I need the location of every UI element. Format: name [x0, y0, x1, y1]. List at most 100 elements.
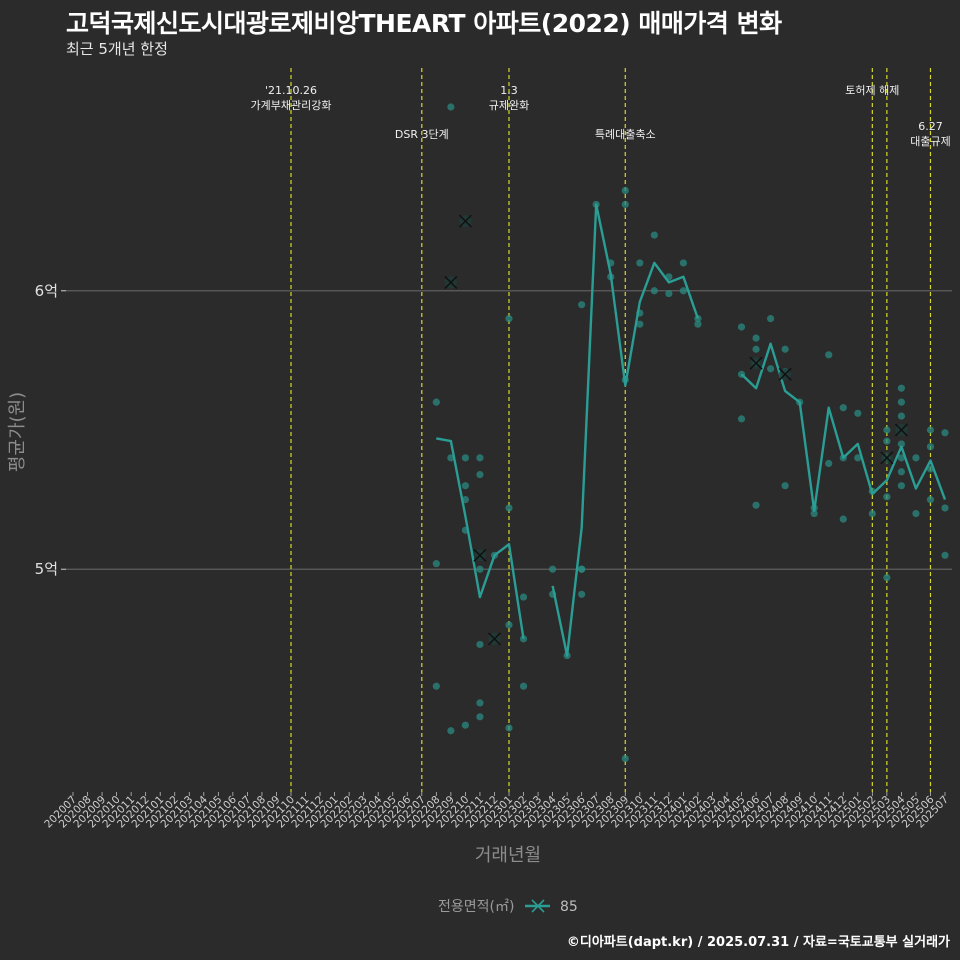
transaction-point — [767, 365, 775, 373]
cross-marker — [749, 356, 763, 370]
transaction-point — [621, 186, 629, 195]
legend-entry-85: 85 — [560, 899, 578, 915]
transaction-point — [883, 437, 891, 445]
average-price-line — [436, 203, 947, 657]
page-title: 고덕국제신도시대광로제비앙THEART 아파트(2022) 매매가격 변화 — [66, 9, 782, 38]
transaction-point — [461, 454, 469, 462]
transaction-point — [854, 454, 862, 462]
transaction-point — [781, 482, 789, 490]
transaction-point — [578, 565, 586, 573]
transaction-point — [897, 384, 906, 392]
transaction-point — [897, 454, 906, 462]
transaction-point — [621, 754, 629, 763]
legend-cross-icon — [531, 899, 545, 913]
transaction-point — [578, 590, 586, 598]
transaction-point — [839, 404, 847, 412]
transaction-point — [679, 259, 688, 267]
legend-title: 전용면적(㎡) — [438, 899, 514, 915]
transaction-point — [752, 334, 760, 342]
cross-marker-stroke — [458, 214, 472, 228]
transaction-point — [519, 682, 528, 690]
transaction-point — [447, 103, 455, 111]
source-caption: ©디아파트(dapt.kr) / 2025.07.31 / 자료=국토교통부 실… — [566, 935, 950, 950]
cross-marker-stroke — [487, 632, 501, 646]
event-label: 규제완화 — [489, 99, 529, 112]
transaction-point — [897, 440, 906, 448]
cross-marker — [458, 214, 472, 228]
cross-marker — [880, 451, 894, 465]
transaction-point — [767, 315, 775, 323]
cross-marker — [894, 423, 908, 437]
transaction-point — [636, 320, 644, 328]
transaction-point — [752, 345, 760, 353]
transaction-point — [897, 468, 906, 476]
transaction-point — [941, 551, 949, 559]
page-subtitle: 최근 5개년 한정 — [66, 40, 168, 58]
x-axis-title: 거래년월 — [475, 845, 541, 866]
y-axis-title: 평균가(원) — [7, 392, 28, 472]
transaction-point — [883, 573, 891, 582]
transaction-point — [737, 415, 746, 423]
transaction-point — [519, 635, 528, 643]
transaction-point — [868, 509, 876, 518]
transaction-point — [432, 682, 440, 690]
transaction-point — [897, 398, 906, 406]
cross-marker — [473, 548, 487, 562]
event-label: 특례대출축소 — [595, 128, 656, 141]
transaction-point — [505, 504, 513, 512]
transaction-point — [505, 621, 513, 629]
transaction-point — [912, 454, 920, 462]
cross-markers — [444, 214, 908, 646]
transaction-point — [926, 443, 935, 451]
transaction-point — [650, 287, 658, 295]
transaction-point — [941, 429, 949, 437]
transaction-point — [941, 504, 949, 512]
transaction-point — [650, 231, 658, 239]
series-line-85 — [551, 203, 700, 657]
transaction-point — [825, 351, 833, 359]
transaction-point — [883, 426, 891, 434]
transaction-point — [549, 565, 557, 573]
transaction-point — [505, 724, 513, 732]
y-tick-label: 6억 — [35, 282, 58, 300]
transaction-point — [897, 412, 906, 420]
transaction-point — [897, 482, 906, 490]
transaction-point — [476, 565, 484, 573]
cross-marker-stroke — [473, 548, 487, 562]
transaction-point — [476, 470, 484, 479]
transaction-point — [694, 320, 702, 328]
transaction-point — [636, 259, 644, 267]
transaction-point — [912, 509, 920, 518]
transaction-point — [839, 515, 847, 523]
cross-marker-stroke — [444, 275, 458, 289]
event-label: 6.27 — [918, 120, 943, 133]
grid-layer — [66, 290, 952, 570]
cross-marker-stroke — [880, 451, 894, 465]
cross-marker-stroke — [749, 356, 763, 370]
cross-marker — [778, 367, 792, 381]
transaction-point — [926, 496, 935, 504]
transaction-point — [447, 727, 455, 735]
transaction-point — [476, 713, 484, 721]
transaction-point — [476, 454, 484, 462]
legend: 전용면적(㎡) 85 — [438, 899, 578, 915]
transaction-point — [926, 426, 935, 434]
cross-marker-stroke — [778, 367, 792, 381]
event-label: 대출규제 — [910, 135, 950, 148]
transaction-point — [461, 482, 469, 490]
transaction-point — [621, 200, 629, 209]
transaction-point — [578, 301, 586, 309]
transaction-point — [825, 459, 833, 468]
transaction-point — [476, 640, 484, 649]
event-label: 1.3 — [500, 84, 518, 97]
transaction-point — [752, 501, 760, 509]
transaction-point — [519, 593, 528, 601]
transaction-point — [810, 509, 818, 518]
transaction-point — [781, 345, 789, 353]
event-label: 토허제 해제 — [845, 83, 899, 97]
cross-marker — [487, 632, 501, 646]
series-line-85 — [436, 437, 525, 639]
transaction-point — [476, 699, 484, 707]
